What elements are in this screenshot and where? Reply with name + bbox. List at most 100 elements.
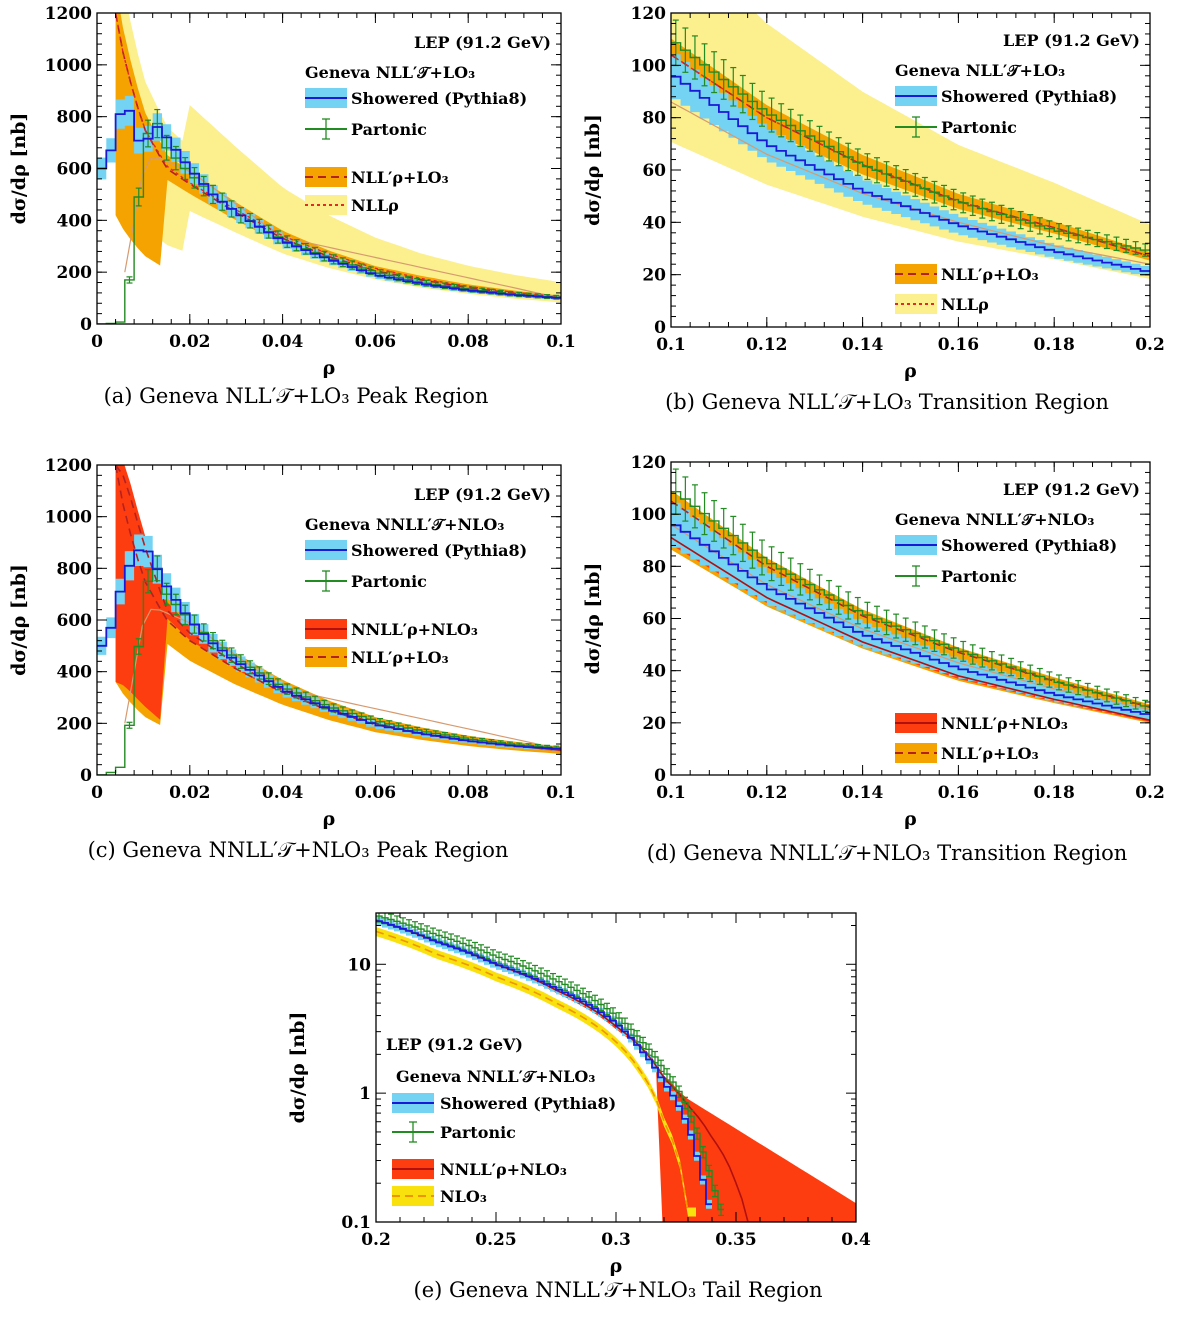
- legend-entry: Showered (Pythia8): [941, 87, 1117, 106]
- x-tick-label: 0: [91, 332, 103, 352]
- y-tick-label: 200: [57, 714, 93, 734]
- legend-d: LEP (91.2 GeV) Geneva NNLL′𝒯+NLO₃ Showered…: [895, 480, 1140, 763]
- legend-entry: NNLL′ρ+NLO₃: [351, 620, 478, 639]
- nll-band: [671, 38, 1150, 261]
- partonic-step: [376, 915, 724, 1211]
- legend-title: LEP (91.2 GeV): [414, 485, 551, 504]
- x-tick-label: 0.04: [262, 783, 304, 803]
- y-tick-label: 0: [80, 766, 92, 786]
- y-tick-label: 400: [57, 663, 93, 683]
- x-tick-label: 0: [91, 783, 103, 803]
- plot-area-d: [671, 468, 1150, 723]
- plot-area-a: [97, 13, 561, 324]
- legend-subtitle: Geneva NNLL′𝒯+NLO₃: [396, 1067, 595, 1086]
- y-tick-label: 120: [631, 453, 667, 473]
- legend-title: LEP (91.2 GeV): [386, 1035, 523, 1054]
- legend-entry: NNLL′ρ+NLO₃: [941, 714, 1068, 733]
- caption-b: (b) Geneva NLL′𝒯+LO₃ Transition Region: [665, 390, 1109, 414]
- x-tick-label: 0.08: [447, 783, 488, 803]
- y-tick-label: 100: [631, 56, 667, 76]
- legend-entry: Showered (Pythia8): [941, 536, 1117, 555]
- plot-area-c: [97, 465, 561, 775]
- axes-b: 0.1 0.12 0.14 0.16 0.18 0.2 0 20 40 60 80 100 120 ρ dσ…: [582, 4, 1165, 382]
- legend-e: LEP (91.2 GeV) Geneva NNLL′𝒯+NLO₃ Showered…: [386, 1035, 616, 1206]
- y-tick-label: 40: [642, 213, 666, 233]
- nllrho-band: [115, 13, 561, 303]
- legend-title: LEP (91.2 GeV): [1003, 480, 1140, 499]
- legend-entry: NLLρ: [351, 196, 399, 215]
- x-tick-label: 0.16: [938, 783, 979, 803]
- y-tick-label: 600: [57, 611, 93, 631]
- x-tick-label: 0.1: [546, 783, 576, 803]
- y-tick-label: 10: [347, 955, 371, 975]
- x-axis-label: ρ: [610, 1255, 623, 1277]
- x-tick-label: 0.18: [1033, 783, 1074, 803]
- axes-d: 0.1 0.12 0.14 0.16 0.18 0.2 0 20 40 60 80 100 120 ρ dσ…: [582, 453, 1165, 830]
- axes-e: 0.2 0.25 0.3 0.35 0.4 0.1 1 10 ρ dσ/dρ [nb]: [287, 912, 871, 1277]
- legend-entry: NLLρ: [941, 295, 989, 314]
- legend-c: LEP (91.2 GeV) Geneva NNLL′𝒯+NLO₃ Showered…: [305, 485, 551, 667]
- x-tick-label: 0.3: [601, 1230, 631, 1250]
- x-tick-label: 0.14: [842, 335, 884, 355]
- y-tick-label: 1200: [45, 4, 92, 24]
- y-tick-label: 20: [642, 266, 666, 286]
- x-tick-label: 0.16: [938, 335, 979, 355]
- y-tick-label: 1200: [45, 456, 92, 476]
- showered-step: [671, 75, 1150, 272]
- legend-entry: NLL′ρ+LO₃: [941, 744, 1039, 763]
- legend-entry: Partonic: [351, 120, 427, 139]
- x-tick-label: 0.18: [1033, 335, 1074, 355]
- y-tick-label: 200: [57, 263, 93, 283]
- y-tick-label: 0: [80, 315, 92, 335]
- x-tick-label: 0.04: [262, 332, 304, 352]
- x-tick-label: 0.35: [715, 1230, 756, 1250]
- y-axis-label: dσ/dρ [nb]: [8, 564, 30, 676]
- nllrho-band: [671, 13, 1150, 279]
- caption-d: (d) Geneva NNLL′𝒯+NLO₃ Transition Region: [647, 841, 1128, 865]
- x-tick-label: 0.08: [447, 332, 488, 352]
- x-tick-label: 0.14: [842, 783, 884, 803]
- legend-entry: Showered (Pythia8): [351, 541, 527, 560]
- x-tick-label: 0.12: [746, 335, 787, 355]
- legend-a: LEP (91.2 GeV) Geneva NLL′𝒯+LO₃ Showered (…: [305, 33, 551, 215]
- y-tick-label: 80: [642, 109, 666, 129]
- nnll-line: [671, 536, 1150, 721]
- x-axis-label: ρ: [323, 357, 336, 379]
- y-tick-label: 60: [642, 161, 666, 181]
- legend-subtitle: Geneva NNLL′𝒯+NLO₃: [305, 515, 504, 534]
- y-axis-label: dσ/dρ [nb]: [582, 114, 604, 226]
- x-tick-label: 0.06: [355, 783, 396, 803]
- legend-entry: Partonic: [351, 572, 427, 591]
- legend-entry: NLL′ρ+LO₃: [941, 265, 1039, 284]
- legend-entry: NLL′ρ+LO₃: [351, 648, 449, 667]
- legend-subtitle: Geneva NNLL′𝒯+NLO₃: [895, 510, 1094, 529]
- y-tick-label: 0: [654, 766, 666, 786]
- x-axis-label: ρ: [904, 360, 917, 382]
- y-tick-label: 800: [57, 559, 93, 579]
- y-tick-label: 600: [57, 160, 93, 180]
- caption-e: (e) Geneva NNLL′𝒯+NLO₃ Tail Region: [414, 1278, 823, 1302]
- showered-step: [97, 109, 561, 299]
- x-axis-label: ρ: [904, 808, 917, 830]
- showered-step: [376, 920, 712, 1206]
- x-tick-label: 0.25: [475, 1230, 516, 1250]
- showered-band: [671, 502, 1150, 720]
- y-tick-label: 100: [631, 505, 667, 525]
- showered-step: [97, 549, 561, 750]
- legend-entry: NNLL′ρ+NLO₃: [440, 1160, 567, 1179]
- x-tick-label: 0.1: [546, 332, 576, 352]
- x-tick-label: 0.02: [169, 783, 210, 803]
- y-tick-label: 60: [642, 610, 666, 630]
- y-tick-label: 80: [642, 557, 666, 577]
- y-tick-label: 400: [57, 211, 93, 231]
- smooth-curve: [124, 608, 561, 750]
- y-tick-label: 800: [57, 108, 93, 128]
- showered-step: [671, 524, 1150, 715]
- axes-c: 0 0.02 0.04 0.06 0.08 0.1 0 200 400 600 800 1000 120…: [8, 456, 576, 830]
- y-tick-label: 0: [654, 318, 666, 338]
- nlo-line: [376, 930, 689, 1212]
- legend-entry: Partonic: [941, 567, 1017, 586]
- smooth-curve: [124, 157, 561, 299]
- caption-c: (c) Geneva NNLL′𝒯+NLO₃ Peak Region: [88, 838, 509, 862]
- y-tick-label: 1: [359, 1084, 371, 1104]
